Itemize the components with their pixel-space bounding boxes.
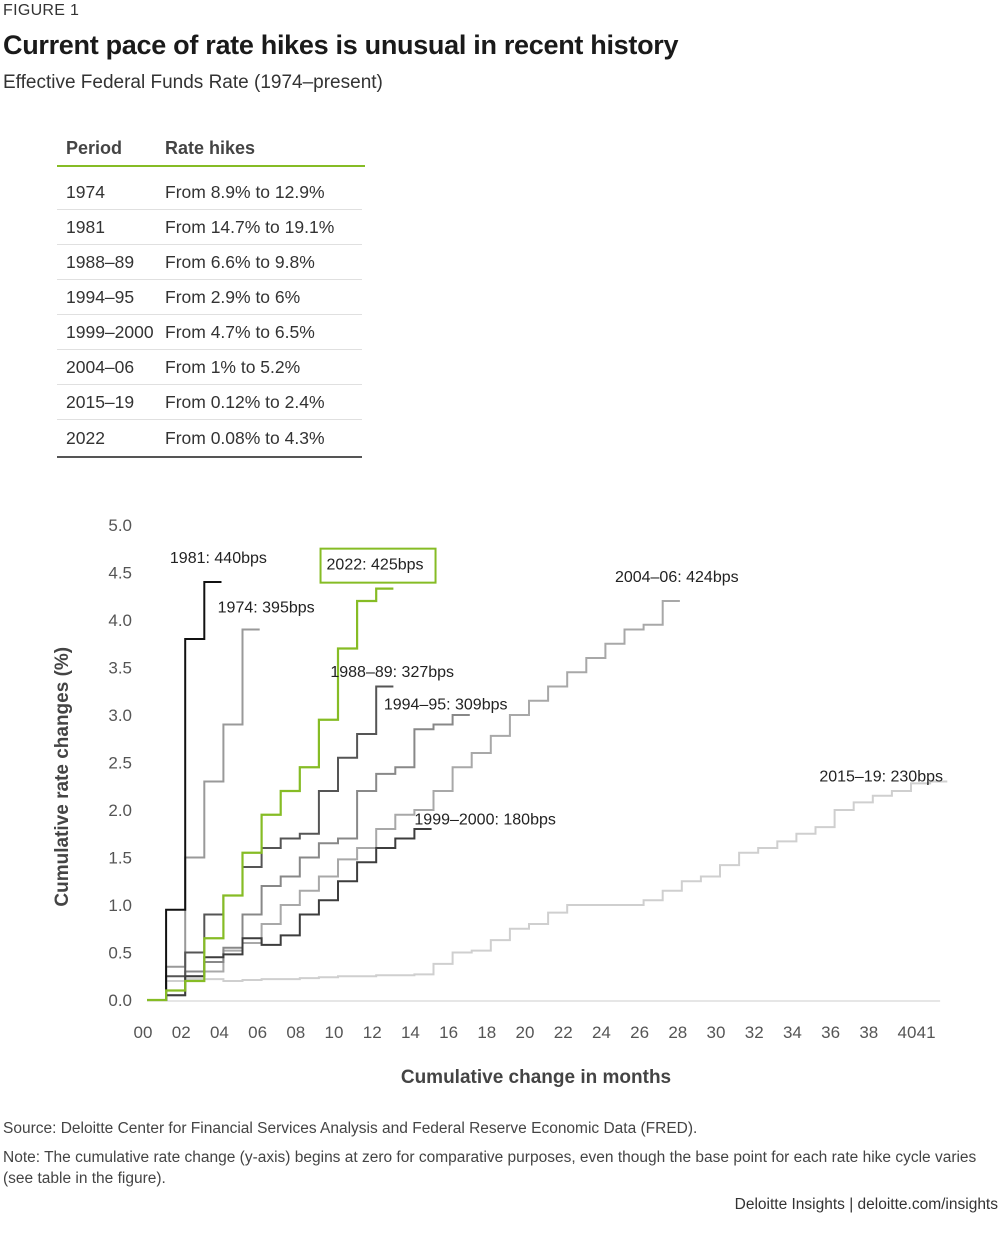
series-label-1981: 1981: 440bps — [170, 550, 267, 567]
table-row: 2015–19 From 0.12% to 2.4% — [57, 385, 362, 420]
cell-rate: From 2.9% to 6% — [165, 286, 301, 307]
x-tick-label: 40 — [898, 1023, 917, 1042]
y-tick-label: 1.5 — [108, 849, 132, 868]
y-tick-label: 2.5 — [108, 754, 132, 773]
x-axis-ticks: 00 02 04 06 08 10 12 14 16 18 20 22 24 26 28 30 32 34 36 38… — [134, 1023, 936, 1042]
cell-rate: From 6.6% to 9.8% — [165, 251, 315, 272]
page-subtitle: Effective Federal Funds Rate (1974–prese… — [3, 72, 383, 93]
table-header: Period Rate hikes — [57, 132, 365, 167]
table-row: 1981 From 14.7% to 19.1% — [57, 210, 362, 245]
y-tick-label: 1.0 — [108, 896, 132, 915]
x-tick-label: 10 — [325, 1023, 344, 1042]
series-line-1988–89 — [147, 685, 394, 1001]
cell-rate: From 1% to 5.2% — [165, 356, 301, 377]
cell-rate: From 14.7% to 19.1% — [165, 216, 335, 237]
x-tick-label: 30 — [707, 1023, 726, 1042]
x-tick-label: 36 — [821, 1023, 840, 1042]
table-row: 2022 From 0.08% to 4.3% — [57, 420, 362, 458]
series-line-2015–19 — [147, 780, 948, 1001]
x-tick-label: 02 — [172, 1023, 191, 1042]
x-tick-label: 22 — [554, 1023, 573, 1042]
x-tick-label: 34 — [783, 1023, 802, 1042]
cell-period: 1981 — [66, 216, 105, 237]
y-axis-ticks: 0.0 0.5 1.0 1.5 2.0 2.5 3.0 3.5 4.0 4.5 5.0 — [108, 516, 132, 1010]
footer-credit: Deloitte Insights | deloitte.com/insight… — [734, 1196, 998, 1213]
series-label-2022: 2022: 425bps — [327, 557, 424, 574]
series-line-2004–06 — [147, 600, 680, 1001]
x-tick-label: 28 — [668, 1023, 687, 1042]
cell-period: 1994–95 — [66, 286, 135, 307]
x-tick-label: 04 — [210, 1023, 229, 1042]
x-tick-label: 38 — [859, 1023, 878, 1042]
y-tick-label: 3.5 — [108, 659, 132, 678]
series-layer — [147, 581, 948, 1002]
x-axis-label: Cumulative change in months — [401, 1067, 671, 1088]
rate-hikes-table: Period Rate hikes 1974 From 8.9% to 12.9… — [57, 132, 365, 458]
cell-period: 2022 — [66, 427, 105, 448]
rate-hike-step-chart: 0.0 0.5 1.0 1.5 2.0 2.5 3.0 3.5 4.0 4.5 5.0 00 02 04… — [52, 516, 948, 1088]
x-tick-label: 41 — [917, 1023, 936, 1042]
x-tick-label: 00 — [134, 1023, 153, 1042]
x-tick-label: 24 — [592, 1023, 611, 1042]
y-tick-label: 2.0 — [108, 801, 132, 820]
x-tick-label: 20 — [516, 1023, 535, 1042]
table-row: 1999–2000 From 4.7% to 6.5% — [57, 315, 362, 350]
source-note: Source: Deloitte Center for Financial Se… — [3, 1120, 698, 1137]
x-tick-label: 32 — [745, 1023, 764, 1042]
figure-label: FIGURE 1 — [3, 2, 80, 19]
cell-period: 2015–19 — [66, 391, 135, 412]
cell-period: 1988–89 — [66, 251, 135, 272]
series-labels: 2015–19: 230bps 2004–06: 424bps 1974: 395b… — [170, 547, 943, 828]
cell-period: 1974 — [66, 181, 105, 202]
x-tick-label: 12 — [363, 1023, 382, 1042]
y-tick-label: 4.5 — [108, 564, 132, 583]
x-tick-label: 06 — [248, 1023, 267, 1042]
cell-period: 2004–06 — [66, 356, 135, 377]
x-tick-label: 18 — [477, 1023, 496, 1042]
page-title: Current pace of rate hikes is unusual in… — [3, 30, 679, 60]
y-tick-label: 0.0 — [108, 991, 132, 1010]
y-tick-label: 0.5 — [108, 944, 132, 963]
series-line-2022 — [147, 587, 394, 1002]
series-label-1974: 1974: 395bps — [218, 599, 315, 616]
y-axis-label: Cumulative rate changes (%) — [52, 647, 73, 907]
cell-period: 1999–2000 — [66, 321, 154, 342]
table-row: 1974 From 8.9% to 12.9% — [57, 175, 362, 210]
series-label-1988–89: 1988–89: 327bps — [330, 664, 454, 681]
table-row: 2004–06 From 1% to 5.2% — [57, 350, 362, 385]
y-tick-label: 3.0 — [108, 706, 132, 725]
table-body: 1974 From 8.9% to 12.9% 1981 From 14.7% … — [57, 167, 362, 458]
x-tick-label: 26 — [630, 1023, 649, 1042]
x-tick-label: 14 — [401, 1023, 420, 1042]
x-tick-label: 16 — [439, 1023, 458, 1042]
cell-rate: From 4.7% to 6.5% — [165, 321, 315, 342]
y-tick-label: 4.0 — [108, 611, 132, 630]
y-tick-label: 5.0 — [108, 516, 132, 535]
series-label-2015–19: 2015–19: 230bps — [819, 769, 943, 786]
series-label-2004–06: 2004–06: 424bps — [615, 569, 739, 586]
cell-rate: From 0.12% to 2.4% — [165, 391, 325, 412]
series-label-1999–2000: 1999–2000: 180bps — [414, 811, 555, 828]
series-line-1981 — [147, 581, 222, 1001]
series-label-1994–95: 1994–95: 309bps — [384, 696, 508, 713]
header-period: Period — [66, 138, 123, 158]
cell-rate: From 0.08% to 4.3% — [165, 427, 325, 448]
table-row: 1994–95 From 2.9% to 6% — [57, 280, 362, 315]
series-line-1999–2000 — [147, 828, 432, 1001]
footnote: Note: The cumulative rate change (y-axis… — [3, 1149, 977, 1187]
label-box-2022 — [319, 547, 437, 584]
cell-rate: From 8.9% to 12.9% — [165, 181, 325, 202]
x-tick-label: 08 — [286, 1023, 305, 1042]
header-rate-hikes: Rate hikes — [165, 138, 256, 158]
table-row: 1988–89 From 6.6% to 9.8% — [57, 245, 362, 280]
